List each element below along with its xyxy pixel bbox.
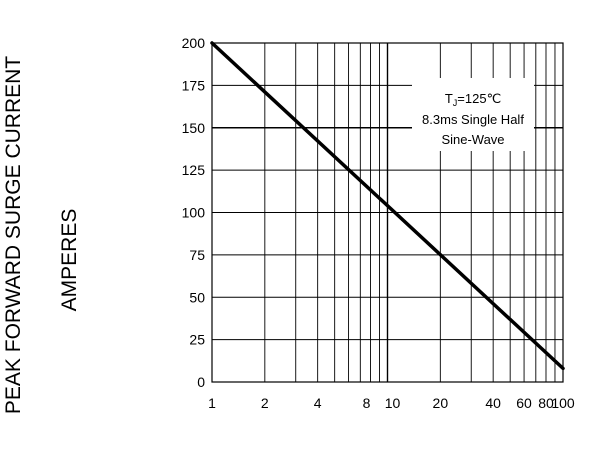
x-tick-label: 10 <box>385 395 401 411</box>
y-axis-title: PEAK FORWARD SURGE CURRENT AMPERES <box>2 56 81 414</box>
y-axis-title-line-2: AMPERES <box>58 209 81 312</box>
x-tick-label: 80 <box>538 395 554 411</box>
y-tick-label: 125 <box>182 162 206 178</box>
plot-frame <box>211 42 564 383</box>
x-tick-label: 20 <box>433 395 449 411</box>
annotation-line-3: Sine-Wave <box>441 132 504 147</box>
y-tick-label: 100 <box>182 205 206 221</box>
y-tick-label: 150 <box>182 120 206 136</box>
x-tick-label: 8 <box>363 395 371 411</box>
annotation-line-2: 8.3ms Single Half <box>422 112 524 127</box>
annotation-tj: TJ=125℃ <box>445 91 501 108</box>
y-tick-label: 200 <box>182 35 206 51</box>
plot-border <box>211 42 564 383</box>
y-axis-title-line-1: PEAK FORWARD SURGE CURRENT <box>2 56 25 414</box>
y-tick-label: 50 <box>189 289 205 305</box>
x-tick-label: 1 <box>208 395 216 411</box>
x-tick-label: 40 <box>485 395 501 411</box>
y-tick-label: 0 <box>197 374 205 390</box>
series-line <box>210 41 565 371</box>
conditions-annotation: TJ=125℃ 8.3ms Single Half Sine-Wave <box>412 78 534 151</box>
x-tick-label: 4 <box>314 395 322 411</box>
annotation-background <box>412 78 534 151</box>
x-tick-label: 2 <box>261 395 269 411</box>
y-tick-label: 175 <box>182 77 206 93</box>
series-group <box>210 41 565 371</box>
x-tick-label: 100 <box>551 395 575 411</box>
y-tick-label: 75 <box>189 247 205 263</box>
y-tick-label: 25 <box>189 332 205 348</box>
x-tick-label: 60 <box>516 395 532 411</box>
